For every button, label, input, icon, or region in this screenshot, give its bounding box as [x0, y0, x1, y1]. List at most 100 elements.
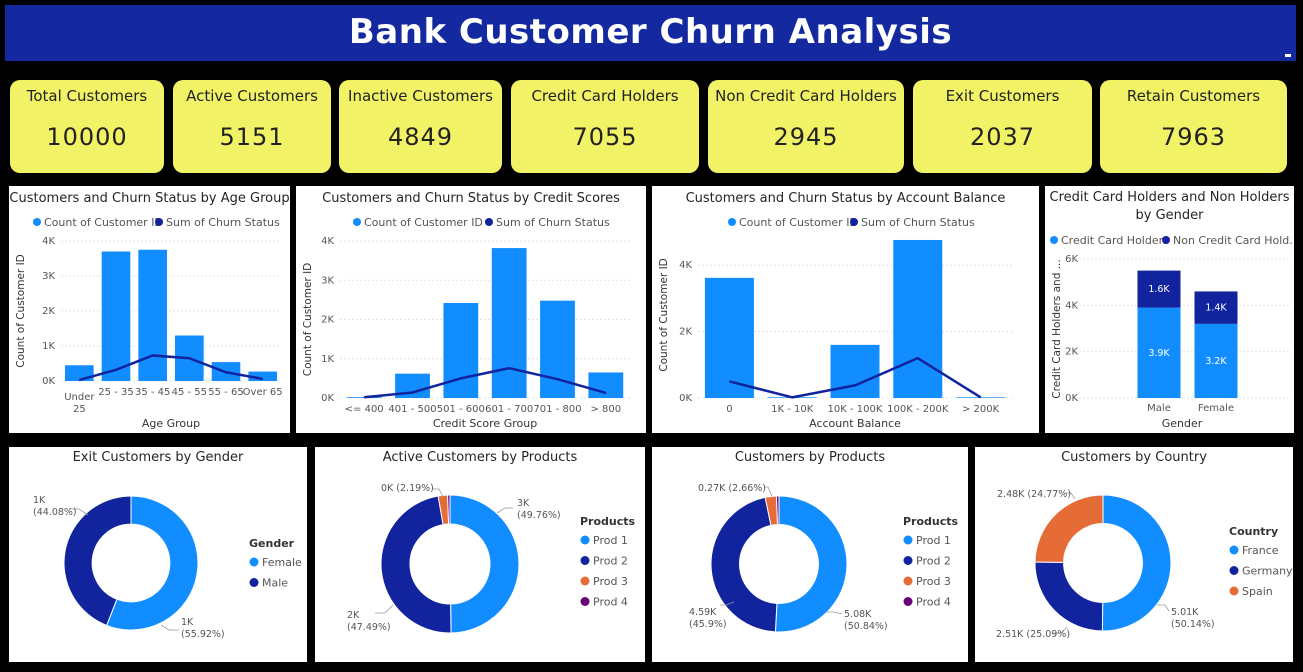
y-axis-label: Credit Card Holders and ... [1051, 259, 1063, 398]
y-tick-label: 2K [679, 327, 692, 338]
legend-label: Count of Customer ID [44, 216, 163, 229]
x-tick-label: 25 [73, 404, 86, 415]
x-axis-label: Age Group [142, 417, 200, 430]
slice-male [63, 495, 132, 627]
x-tick-label: 1K - 10K [771, 404, 814, 415]
churn-point [262, 378, 264, 380]
kpi-card-retain-customers[interactable]: Retain Customers 7963 [1100, 80, 1287, 173]
x-axis-label: Gender [1162, 417, 1203, 430]
churn-point [791, 396, 793, 398]
bar-over-65 [248, 371, 277, 381]
churn-point [363, 396, 365, 398]
legend-title: Products [580, 515, 636, 528]
kpi-label: Inactive Customers [348, 87, 493, 105]
kpi-value: 2037 [969, 123, 1036, 151]
slice-prod-1 [774, 495, 848, 633]
country-donut[interactable]: Customers by Country 5.01K (50.14%) 2.51K … [975, 447, 1293, 662]
legend-label: Sum of Churn Status [496, 216, 610, 229]
credit-score-chart[interactable]: Customers and Churn Status by Credit Sco… [296, 186, 646, 433]
data-label: (50.84%) [844, 621, 888, 632]
x-tick-label: 45 - 55 [172, 387, 207, 398]
y-tick-label: 4K [679, 260, 692, 271]
age-group-chart[interactable]: Customers and Churn Status by Age Group … [9, 186, 290, 433]
data-label: 2K [347, 610, 360, 621]
churn-line [78, 354, 263, 382]
kpi-card-total-customers[interactable]: Total Customers 10000 [10, 80, 164, 173]
churn-point [605, 392, 607, 394]
kpi-label: Active Customers [186, 87, 318, 105]
legend-label: Prod 3 [916, 575, 951, 588]
chart-title: Customers and Churn Status by Credit Sco… [322, 191, 620, 206]
kpi-card-credit-card-holders[interactable]: Credit Card Holders 7055 [511, 80, 699, 173]
churn-point [508, 367, 510, 369]
kpi-card-non-credit-card-holders[interactable]: Non Credit Card Holders 2945 [708, 80, 904, 173]
leader-line [1065, 492, 1076, 500]
x-tick-label: > 800 [591, 404, 622, 415]
x-tick-label: 25 - 35 [98, 387, 133, 398]
active-products-donut[interactable]: Active Customers by Products 3K (49.76%) 2… [315, 447, 645, 662]
data-label: 1.4K [1205, 303, 1227, 314]
kpi-label: Non Credit Card Holders [715, 87, 897, 105]
kpi-card-inactive-customers[interactable]: Inactive Customers 4849 [339, 80, 502, 173]
legend-label: Count of Customer ID [364, 216, 483, 229]
y-tick-label: 0K [679, 393, 692, 404]
data-label: 1K [33, 495, 46, 506]
bar-35-45 [138, 249, 167, 381]
bar-100k-200k [893, 239, 943, 398]
kpi-card-active-customers[interactable]: Active Customers 5151 [173, 80, 331, 173]
churn-point [412, 392, 413, 394]
x-tick-label: Female [1198, 403, 1234, 414]
legend-label: Female [262, 556, 302, 569]
churn-point [460, 377, 462, 379]
legend-marker [903, 576, 913, 586]
legend-label: Prod 1 [916, 534, 951, 547]
bar-601-700 [491, 248, 527, 398]
bar-501-600 [443, 303, 479, 398]
legend-marker [903, 597, 913, 606]
data-label: 0.27K (2.66%) [698, 483, 766, 494]
churn-line [364, 366, 607, 399]
legend-marker [249, 557, 259, 567]
legend-label: Count of Customer ID [739, 216, 858, 229]
data-label: (55.92%) [181, 629, 225, 640]
y-axis-label: Count of Customer ID [302, 263, 314, 377]
y-tick-label: 4K [42, 236, 55, 247]
legend-label: Non Credit Card Hold... [1173, 234, 1294, 247]
chart-title-line-1: Credit Card Holders and Non Holders [1049, 190, 1290, 205]
credit-card-gender-chart[interactable]: Credit Card Holders and Non Holders by G… [1045, 186, 1294, 433]
legend-label: France [1242, 544, 1279, 557]
churn-point [188, 357, 190, 359]
kpi-card-exit-customers[interactable]: Exit Customers 2037 [913, 80, 1092, 173]
churn-point [78, 379, 80, 381]
page-title: Bank Customer Churn Analysis [348, 12, 953, 52]
x-tick-label: > 200K [962, 404, 1000, 415]
data-label: 0K (2.19%) [381, 483, 434, 494]
churn-point [728, 380, 730, 382]
leader-line [433, 488, 444, 498]
account-balance-chart[interactable]: Customers and Churn Status by Account Ba… [652, 186, 1039, 433]
legend-marker [580, 535, 590, 545]
legend-label: Germany [1242, 565, 1293, 578]
kpi-value: 7055 [572, 123, 638, 151]
chart-title: Customers and Churn Status by Account Ba… [685, 191, 1006, 206]
slice-spain [1034, 494, 1104, 563]
y-tick-label: 4K [321, 236, 334, 247]
exit-gender-donut[interactable]: Exit Customers by Gender 1K (55.92%) 1K (44… [9, 447, 307, 662]
customer-products-donut[interactable]: Customers by Products 5.08K (50.84%) 4.59K… [652, 447, 968, 662]
data-label: 2.48K (24.77%) [997, 489, 1071, 500]
chart-title: Customers by Products [734, 450, 886, 465]
x-tick-label: 601 - 700 [485, 404, 533, 415]
legend-marker [580, 556, 590, 565]
y-tick-label: 2K [1065, 347, 1078, 358]
legend-marker [33, 218, 41, 226]
data-label: 1.6K [1148, 284, 1170, 295]
legend-label: Sum of Churn Status [166, 216, 280, 229]
kpi-label: Exit Customers [945, 87, 1060, 105]
bar-credit-card-holders-female [1194, 323, 1238, 398]
slice-france [1101, 494, 1172, 632]
leader-line [764, 486, 773, 497]
focus-mode-icon[interactable] [1285, 54, 1291, 57]
leader-line [720, 601, 735, 606]
x-tick-label: Male [1147, 403, 1171, 414]
churn-point [917, 357, 919, 359]
